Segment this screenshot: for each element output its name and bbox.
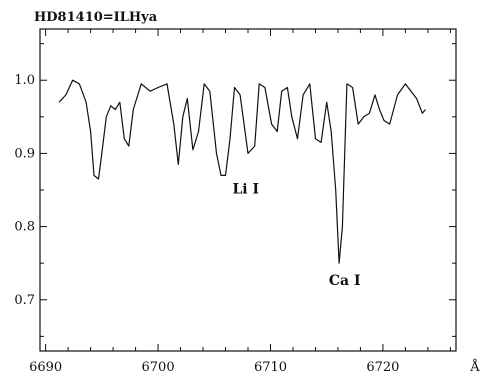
y-tick-label: 0.8	[14, 220, 35, 235]
y-tick-label: 0.9	[14, 146, 35, 161]
x-tick-label: 6720	[366, 360, 399, 375]
y-tick-label: 0.7	[14, 293, 35, 308]
line-annotations: Li I Ca I	[232, 182, 360, 289]
chart-title: HD81410=ILHya	[34, 10, 158, 25]
x-unit-label: Å	[469, 359, 480, 375]
x-axis: 6690 6700 6710 6720	[29, 29, 451, 375]
x-tick-label: 6710	[254, 360, 287, 375]
y-tick-label: 1.0	[14, 73, 35, 88]
line-annotation: Li I	[232, 182, 259, 198]
y-axis: 0.7 0.8 0.9 1.0	[14, 43, 456, 337]
spectrum-line	[58, 79, 427, 264]
x-tick-label: 6700	[142, 360, 175, 375]
x-tick-label: 6690	[29, 360, 62, 375]
line-annotation: Ca I	[329, 273, 361, 289]
